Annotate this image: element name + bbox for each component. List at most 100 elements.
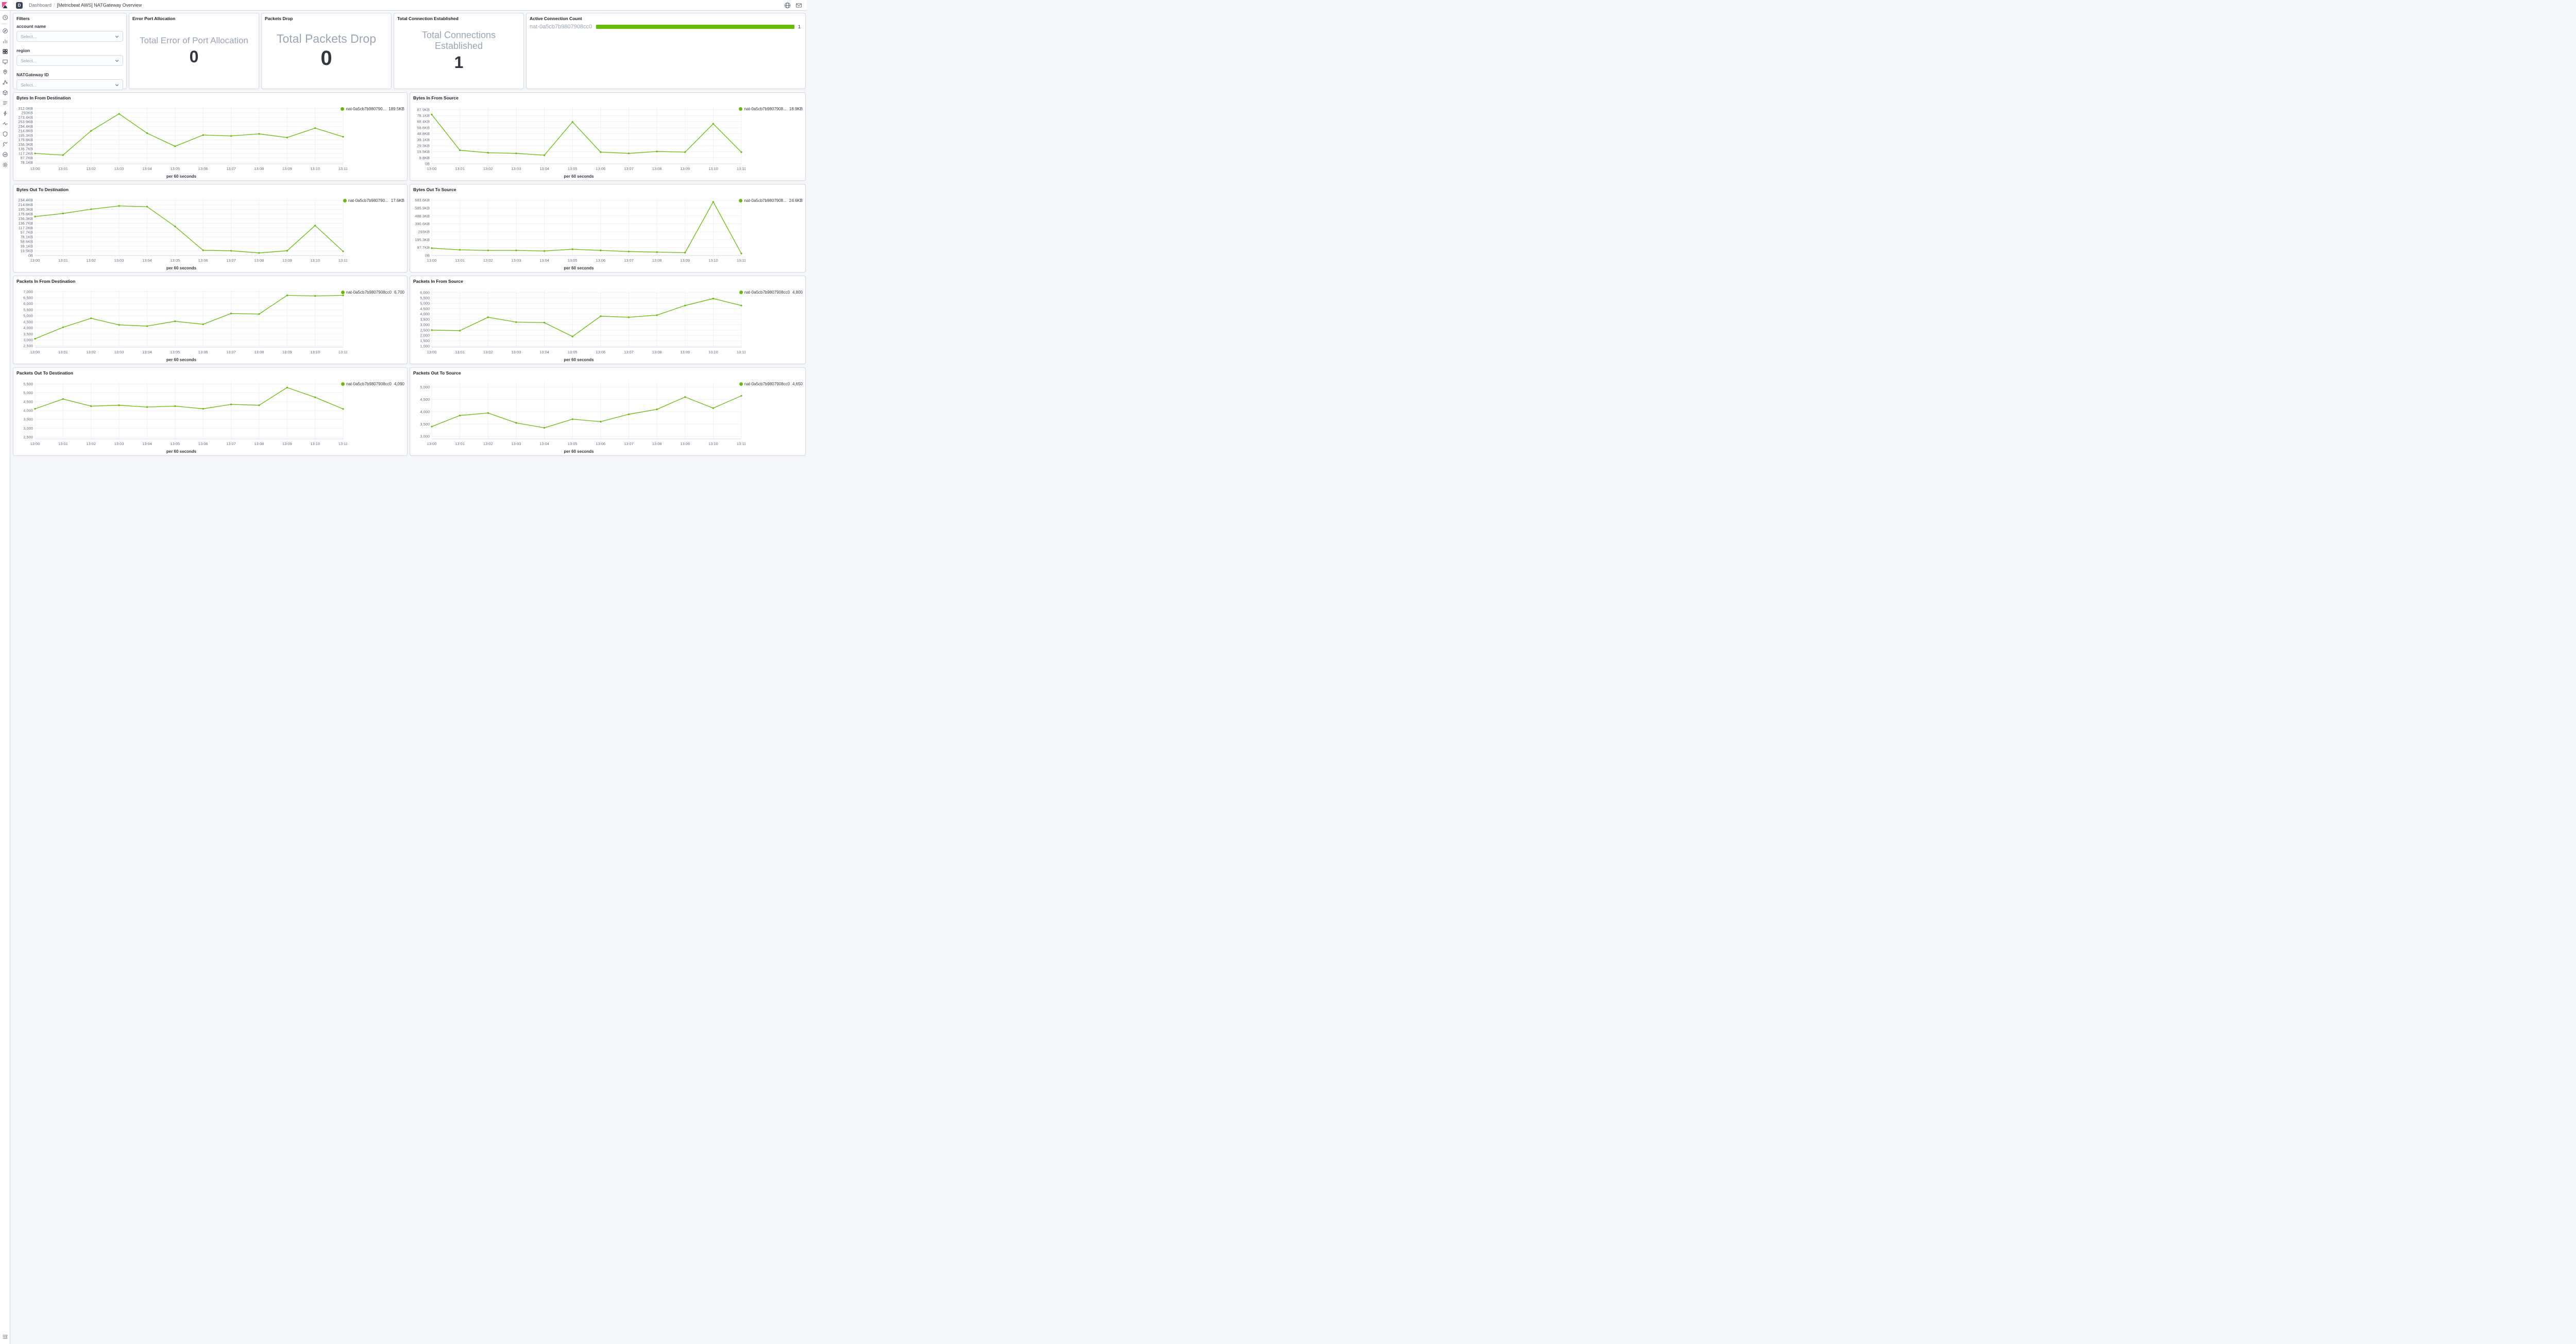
legend-series-label: nat-0a5cb7b9807908cc0	[346, 382, 392, 386]
svg-text:3,000: 3,000	[420, 434, 430, 439]
app-sidebar	[0, 11, 10, 1344]
chart-plot-area[interactable]: 5,500 5,000 4,500 4,000 3,500 3,000 2,500 13:00…	[15, 379, 348, 447]
dashboard-canvas: Filters account name Select... region Se…	[10, 11, 807, 1344]
svg-text:48.8KB: 48.8KB	[417, 131, 430, 136]
svg-text:7,000: 7,000	[23, 290, 33, 294]
sidebar-item-logs[interactable]	[1, 99, 9, 107]
sidebar-item-canvas[interactable]	[1, 58, 9, 66]
filter-label-natgateway-id: NATGateway ID	[16, 72, 49, 77]
filter-label-region: region	[16, 48, 30, 53]
chevron-down-icon	[115, 35, 119, 38]
account-name-select[interactable]: Select...	[16, 31, 123, 42]
sidebar-item-metrics[interactable]	[1, 89, 9, 97]
svg-text:13:08: 13:08	[652, 166, 662, 171]
svg-text:13:07: 13:07	[624, 441, 634, 446]
sidebar-item-management[interactable]	[1, 161, 9, 169]
svg-text:13:08: 13:08	[255, 166, 264, 171]
svg-text:13:02: 13:02	[86, 350, 96, 354]
svg-text:4,500: 4,500	[23, 399, 33, 404]
chart-legend-item[interactable]: nat-0a5cb7b9807908cc0 4,650	[739, 382, 803, 386]
chart-legend-item[interactable]: nat-0a5cb7b9807908... 18.9KB	[739, 107, 803, 111]
active-connection-value: 1	[798, 24, 801, 29]
sidebar-item-visualize[interactable]	[1, 37, 9, 45]
active-connection-bar[interactable]	[596, 25, 794, 29]
legend-series-label: nat-0a5cb7b9807908cc0	[744, 382, 790, 386]
chart-plot-area[interactable]: 312.0KB 293KB 273.4KB 253.9KB 234.4KB 214.8KB…	[15, 104, 348, 172]
panel-title: Bytes Out To Source	[413, 187, 456, 192]
svg-text:253.9KB: 253.9KB	[18, 120, 33, 124]
panel-title: Filters	[16, 16, 30, 21]
svg-text:4,500: 4,500	[420, 307, 430, 311]
panel-title: Packets Out To Source	[413, 370, 461, 376]
svg-text:29.3KB: 29.3KB	[417, 143, 430, 148]
svg-text:13:01: 13:01	[455, 441, 465, 446]
metric-label: Total Error of Port Allocation	[140, 36, 248, 46]
svg-text:13:07: 13:07	[624, 350, 634, 354]
svg-text:13:01: 13:01	[455, 350, 465, 354]
svg-text:13:06: 13:06	[198, 350, 208, 354]
chart-legend-item[interactable]: nat-0a5cb7b980790... 189.5KB	[341, 107, 404, 111]
svg-text:13:09: 13:09	[282, 258, 292, 263]
chart-plot-area[interactable]: 234.4KB 214.8KB 195.3KB 175.8KB 156.3KB 136.7…	[15, 196, 348, 264]
space-avatar[interactable]: D	[16, 2, 23, 9]
sidebar-item-dev-tools[interactable]	[1, 140, 9, 148]
panel-bytes-out-to-source: Bytes Out To Source 683.6KB 585.9KB 488.3KB…	[410, 184, 806, 273]
panel-packets-out-to-destination: Packets Out To Destination 5,500 5,000 4,50…	[13, 367, 408, 456]
svg-text:175.8KB: 175.8KB	[18, 212, 33, 216]
kibana-logo-icon[interactable]	[1, 2, 9, 9]
svg-text:13:08: 13:08	[255, 441, 264, 446]
chart-legend-item[interactable]: nat-0a5cb7b980790... 17.6KB	[343, 198, 404, 203]
legend-series-dot	[341, 382, 345, 386]
mail-icon[interactable]	[795, 2, 802, 9]
chart-legend-item[interactable]: nat-0a5cb7b9807908cc0 6,700	[341, 290, 404, 295]
sidebar-collapse-button[interactable]	[1, 1333, 9, 1341]
chart-plot-area[interactable]: 87.9KB 78.1KB 68.4KB 58.6KB 48.8KB 39.1KB 29.3…	[412, 104, 746, 172]
svg-text:13:10: 13:10	[310, 350, 320, 354]
panel-title: Packets Drop	[265, 16, 293, 21]
svg-text:117.2KB: 117.2KB	[19, 226, 33, 230]
svg-text:136.7KB: 136.7KB	[18, 147, 33, 151]
sidebar-item-dashboard[interactable]	[1, 47, 9, 56]
chart-plot-area[interactable]: 6,000 5,500 5,000 4,500 4,000 3,500 3,000 2,500…	[412, 287, 746, 355]
chart-legend-item[interactable]: nat-0a5cb7b9807908cc0 4,090	[341, 382, 404, 386]
panel-packets-out-to-source: Packets Out To Source 5,000 4,500 4,000 3,50…	[410, 367, 806, 456]
chart-legend-item[interactable]: nat-0a5cb7b9807908... 24.6KB	[739, 198, 803, 203]
breadcrumb-dashboard-link[interactable]: Dashboard	[29, 3, 52, 8]
svg-text:0B: 0B	[425, 162, 430, 166]
visualize-icon	[3, 39, 7, 43]
natgateway-id-select[interactable]: Select...	[16, 79, 123, 90]
canvas-icon	[2, 59, 8, 64]
svg-text:13:09: 13:09	[282, 166, 292, 171]
sidebar-item-siem[interactable]	[1, 130, 9, 138]
globe-icon[interactable]	[784, 2, 791, 9]
legend-series-label: nat-0a5cb7b980790...	[348, 198, 388, 203]
chart-plot-area[interactable]: 7,000 6,500 6,000 5,500 5,000 4,500 4,000 3,500…	[15, 287, 348, 355]
sidebar-item-maps[interactable]	[1, 68, 9, 76]
svg-text:3,000: 3,000	[420, 322, 430, 327]
sidebar-item-uptime[interactable]	[1, 120, 9, 128]
sidebar-item-recently-viewed[interactable]	[1, 13, 9, 22]
svg-text:13:06: 13:06	[198, 258, 208, 263]
active-connection-series-label: nat-0a5cb7b9807908cc0	[530, 24, 592, 30]
region-select[interactable]: Select...	[16, 55, 123, 66]
chart-plot-area[interactable]: 683.6KB 585.9KB 488.3KB 390.6KB 293KB 195.3KB…	[412, 196, 746, 264]
legend-series-value: 4,650	[792, 382, 803, 386]
svg-text:97.7KB: 97.7KB	[20, 230, 33, 235]
svg-text:1,000: 1,000	[420, 344, 430, 348]
chart-legend-item[interactable]: nat-0a5cb7b9807908cc0 4,800	[739, 290, 803, 295]
sidebar-item-stack-monitoring[interactable]	[1, 150, 9, 159]
svg-text:13:09: 13:09	[282, 441, 292, 446]
sidebar-item-apm[interactable]	[1, 109, 9, 117]
sidebar-item-machine-learning[interactable]	[1, 78, 9, 87]
svg-text:0B: 0B	[28, 253, 33, 258]
svg-text:175.8KB: 175.8KB	[18, 138, 33, 142]
panel-title: Total Connection Established	[397, 16, 459, 21]
sidebar-item-discover[interactable]	[1, 27, 9, 35]
svg-text:4,000: 4,000	[420, 312, 430, 316]
chart-plot-area[interactable]: 5,000 4,500 4,000 3,500 3,000 13:00 13:01 13:02…	[412, 379, 746, 447]
svg-text:3,500: 3,500	[420, 317, 430, 322]
top-bar: D Dashboard / [Metricbeat AWS] NATGatewa…	[0, 0, 807, 11]
svg-text:13:01: 13:01	[58, 350, 68, 354]
panel-bytes-out-to-destination: Bytes Out To Destination 234.4KB 214.8KB 19…	[13, 184, 408, 273]
panel-total-connection-established: Total Connection Established Total Conne…	[394, 13, 524, 89]
